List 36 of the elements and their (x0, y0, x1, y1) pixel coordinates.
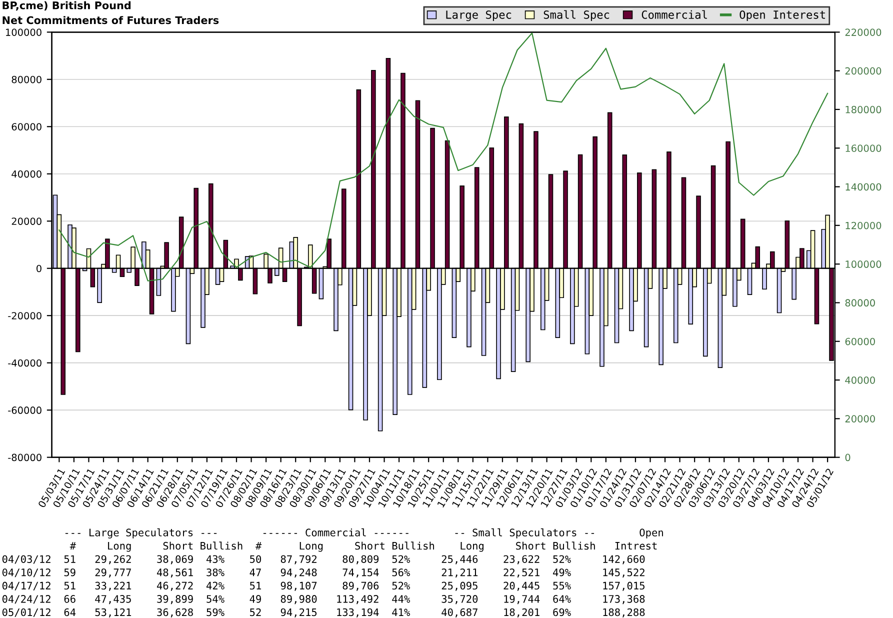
y2-tick-label: 120000 (846, 222, 882, 230)
y2-tick-label: 20000 (845, 415, 875, 422)
y2-tick-label: 100000 (846, 260, 882, 268)
y2-tick-label: 200000 (845, 67, 882, 75)
y2-tick-label: 140000 (846, 183, 882, 191)
y2-tick-label: 80000 (845, 299, 875, 307)
text: 04/24/12 66 47,435 39,899 54% 49 89,980 113,492 44% 35,720 19,744 64% 173,368 (2, 595, 645, 604)
text: --- Large Speculators --- ------ Commercial ------ -- Small Speculators -- Open (65, 528, 663, 538)
text: 05/01/12 64 53,121 36,628 59% 52 94,215 133,194 41% 40,687 18,201 69% 188,288 (2, 608, 645, 618)
y2-tick-label: 60000 (845, 338, 875, 346)
text: 04/17/12 51 33,221 46,272 42% 51 98,107 89,706 52% 25,095 20,445 55% 157,015 (2, 582, 644, 591)
y-tick-label: 40000 (12, 170, 42, 178)
y2-tick-label: 180000 (846, 106, 882, 114)
legend-label: Large Spec (446, 10, 512, 22)
y-tick-label: 0 (36, 264, 42, 272)
y-tick-label: 20000 (12, 218, 42, 225)
y-tick-label: 80000 (12, 76, 42, 84)
y-tick-label: 60000 (12, 123, 42, 130)
text: # Long Short Bullish # Long Short Bullish Long Short Bullish Intrest (70, 542, 657, 552)
y2-tick-label: 160000 (846, 144, 882, 152)
legend-label: Open Interest (740, 10, 825, 22)
chart-title: BP,cme) British Pound (2, 1, 131, 11)
y2-tick-label: 40000 (845, 376, 875, 384)
line-series (58, 32, 828, 282)
y-tick-label: -40000 (8, 359, 42, 367)
legend-label: Small Spec (544, 10, 610, 22)
y2-tick-label: 220000 (845, 28, 882, 36)
text: 04/03/12 51 29,262 38,069 43% 50 87,792 80,809 52% 25,446 23,622 52% 142,660 (2, 555, 645, 564)
y-tick-label: 100000 (6, 28, 42, 36)
chart-subtitle: Net Commitments of Futures Traders (2, 16, 219, 24)
y-tick-label: -80000 (8, 454, 42, 462)
legend-label: Commercial (642, 10, 707, 19)
y2-tick-label: 0 (845, 454, 850, 462)
y-tick-label: -60000 (8, 406, 42, 414)
text: 04/10/12 59 29,777 48,561 38% 47 94,248 74,154 56% 21,211 22,521 49% 145,522 (2, 568, 644, 578)
y-tick-label: -20000 (8, 312, 42, 320)
